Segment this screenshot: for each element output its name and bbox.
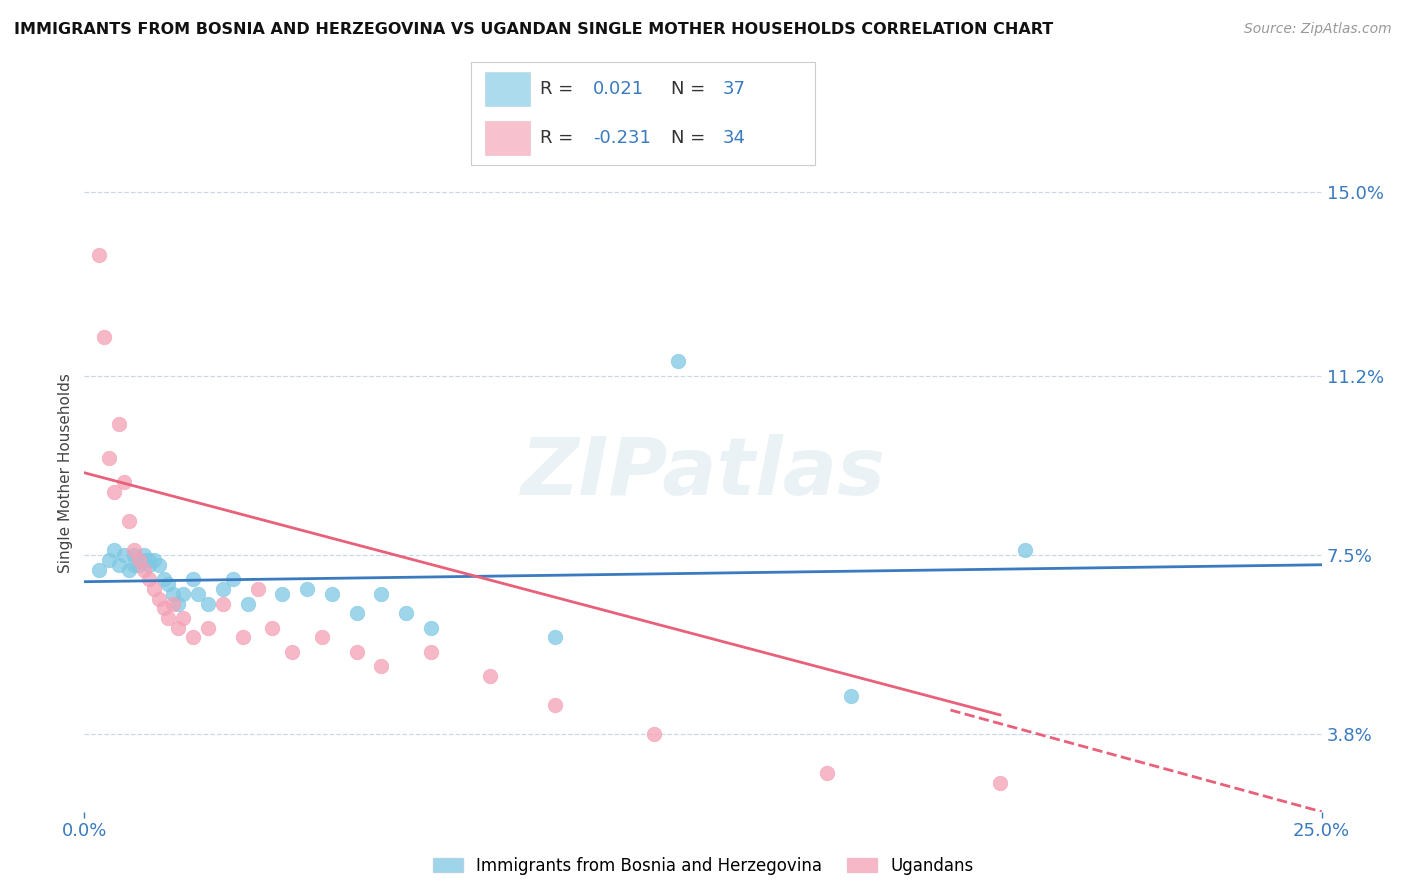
Point [152,601,174,615]
Point [103,543,125,558]
Point [98,451,121,466]
Point [222,572,245,586]
Text: IMMIGRANTS FROM BOSNIA AND HERZEGOVINA VS UGANDAN SINGLE MOTHER HOUSEHOLDS CORRE: IMMIGRANTS FROM BOSNIA AND HERZEGOVINA V… [14,22,1053,37]
Point [181,631,204,645]
Point [841,689,863,703]
Text: Source: ZipAtlas.com: Source: ZipAtlas.com [1244,22,1392,37]
Point [419,645,441,659]
Point [162,597,184,611]
Point [370,659,392,673]
Text: N =: N = [671,80,711,98]
FancyBboxPatch shape [485,121,530,155]
Text: 34: 34 [723,129,745,147]
Point [212,582,235,596]
Point [112,548,135,562]
Point [138,558,160,572]
Point [157,611,180,625]
Point [132,553,155,567]
Point [118,514,141,528]
Point [543,698,565,713]
Point [138,572,160,586]
Point [132,563,155,577]
Point [281,645,304,659]
Point [132,548,155,562]
Text: R =: R = [540,80,579,98]
Point [148,558,170,572]
Point [122,558,145,572]
Point [311,631,333,645]
Point [172,587,194,601]
Text: 37: 37 [723,80,745,98]
Point [89,563,111,577]
Point [128,558,150,572]
Text: -0.231: -0.231 [593,129,651,147]
Point [152,572,174,586]
Point [128,553,150,567]
Point [262,621,284,635]
Point [162,587,184,601]
Point [395,606,418,620]
Point [321,587,343,601]
Point [93,330,115,344]
Point [246,582,269,596]
Point [479,669,502,683]
Y-axis label: Single Mother Households: Single Mother Households [58,373,73,573]
Point [138,553,160,567]
Point [103,485,125,500]
Point [232,631,254,645]
Point [815,766,838,780]
Point [1014,543,1036,558]
Point [187,587,209,601]
Point [419,621,441,635]
Point [122,548,145,562]
Point [108,417,131,432]
Point [181,572,204,586]
Point [643,727,665,741]
Point [988,775,1011,789]
Point [89,248,111,262]
Point [112,475,135,490]
Point [295,582,318,596]
Point [212,597,235,611]
Point [346,606,368,620]
Point [108,558,131,572]
Point [122,543,145,558]
Point [346,645,368,659]
Point [172,611,194,625]
FancyBboxPatch shape [471,62,815,165]
Point [157,577,180,591]
Point [167,597,190,611]
Point [142,582,165,596]
Point [197,621,219,635]
Point [197,597,219,611]
Legend: Immigrants from Bosnia and Herzegovina, Ugandans: Immigrants from Bosnia and Herzegovina, … [426,850,980,881]
Text: R =: R = [540,129,579,147]
Point [142,553,165,567]
Point [118,563,141,577]
Point [666,354,689,368]
Text: N =: N = [671,129,711,147]
Point [236,597,259,611]
Text: 0.021: 0.021 [593,80,644,98]
Text: ZIPatlas: ZIPatlas [520,434,886,512]
Point [98,553,121,567]
FancyBboxPatch shape [485,71,530,105]
Point [543,631,565,645]
Point [271,587,294,601]
Point [148,591,170,606]
Point [167,621,190,635]
Point [370,587,392,601]
